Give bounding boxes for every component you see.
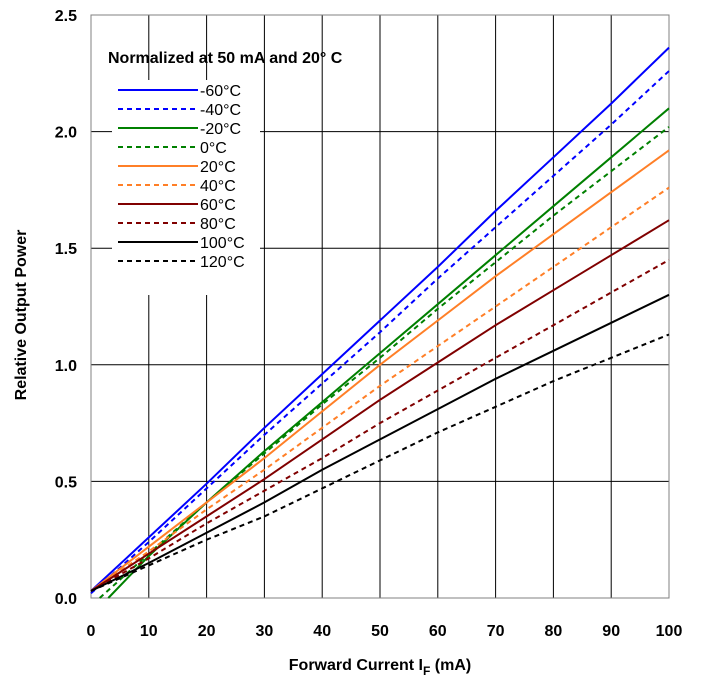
x-tick-label: 50 <box>371 623 389 640</box>
y-tick-label: 2.5 <box>55 8 77 25</box>
y-tick-label: 1.0 <box>55 358 77 375</box>
x-tick-label: 70 <box>487 623 505 640</box>
x-tick-label: 10 <box>140 623 158 640</box>
series-line-60c <box>90 219 670 592</box>
series-layer <box>90 46 670 599</box>
y-tick-label: 1.5 <box>55 241 77 258</box>
x-tick-label: 20 <box>198 623 216 640</box>
legend-label: 60°C <box>200 197 236 214</box>
legend-label: -60°C <box>200 83 241 100</box>
legend-label: 120°C <box>200 254 245 271</box>
x-axis-title-subscript: F <box>423 664 430 678</box>
series-line-120c <box>90 333 670 592</box>
x-axis-title-main: Forward Current I <box>289 657 423 674</box>
legend-label: 40°C <box>200 178 236 195</box>
legend: -60°C -40°C -20°C 0°C 20°C 40°C 60°C 80°C 100°C 1… <box>112 80 260 295</box>
series-line-20c <box>90 149 670 592</box>
y-tick-labels: 0.0 0.5 1.0 1.5 2.0 2.5 <box>55 8 77 608</box>
x-tick-label: 30 <box>256 623 274 640</box>
series-line-0c <box>99 126 670 599</box>
x-axis-title-unit: (mA) <box>430 657 471 674</box>
x-tick-label: 80 <box>545 623 563 640</box>
x-tick-label: 0 <box>87 623 96 640</box>
series-line--40c <box>90 70 670 595</box>
legend-label: -40°C <box>200 102 241 119</box>
legend-label: 0°C <box>200 140 227 157</box>
series-line--60c <box>90 46 670 592</box>
y-tick-label: 2.0 <box>55 125 77 142</box>
y-tick-label: 0.0 <box>55 591 77 608</box>
plot-frame <box>90 14 670 599</box>
y-axis-title: Relative Output Power <box>13 230 30 401</box>
y-tick-label: 0.5 <box>55 474 77 491</box>
x-tick-label: 40 <box>313 623 331 640</box>
legend-label: 100°C <box>200 235 245 252</box>
x-axis-title: Forward Current IF (mA) <box>289 657 471 678</box>
legend-label: -20°C <box>200 121 241 138</box>
x-tick-labels: 0 10 20 30 40 50 60 70 80 90 100 <box>87 623 683 640</box>
series-line-100c <box>90 293 670 592</box>
series-line-40c <box>90 186 670 592</box>
annotation: Normalized at 50 mA and 20° C <box>108 50 343 67</box>
x-tick-label: 100 <box>656 623 683 640</box>
legend-label: 80°C <box>200 216 236 233</box>
legend-label: 20°C <box>200 159 236 176</box>
x-tick-label: 60 <box>429 623 447 640</box>
x-tick-label: 90 <box>602 623 620 640</box>
legend-background <box>112 80 260 295</box>
series-line-80c <box>90 259 670 592</box>
